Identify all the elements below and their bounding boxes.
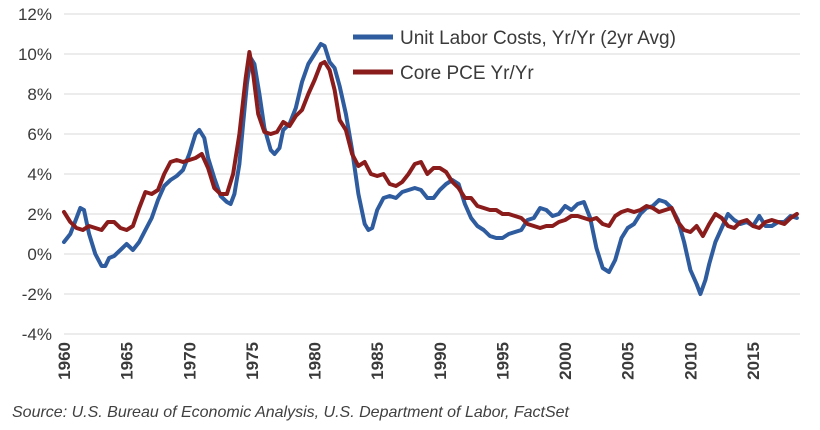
x-tick-label: 1975 bbox=[243, 342, 262, 380]
x-axis: 1960 1965 1970 1975 1980 1985 1990 1995 2000 2005… bbox=[55, 342, 763, 380]
source-note: Source: U.S. Bureau of Economic Analysis… bbox=[12, 404, 569, 421]
y-tick-label: 6% bbox=[27, 125, 52, 144]
x-tick-label: 1985 bbox=[368, 342, 387, 380]
series-line-core-pce bbox=[62, 50, 799, 238]
x-tick-label: 1995 bbox=[493, 342, 512, 380]
x-tick-label: 2010 bbox=[681, 342, 700, 380]
y-tick-label: 10% bbox=[18, 45, 52, 64]
x-tick-label: 1990 bbox=[431, 342, 450, 380]
x-tick-label: 2005 bbox=[619, 342, 638, 380]
x-tick-label: 1960 bbox=[55, 342, 74, 380]
legend-label-core-pce: Core PCE Yr/Yr bbox=[400, 63, 534, 84]
line-chart: 12%10%8%6%4%2%0%-2%-4% 1960 1965 1970 1975 1… bbox=[18, 5, 800, 380]
y-axis: 12% 10% 8% 6% 4% 2% 0% -2% -4% bbox=[18, 5, 52, 344]
y-tick-label: 2% bbox=[27, 205, 52, 224]
y-tick-label: 12% bbox=[18, 5, 52, 24]
y-tick-label: 4% bbox=[27, 165, 52, 184]
x-tick-label: 2000 bbox=[556, 342, 575, 380]
legend-label-unit-labor-costs: Unit Labor Costs, Yr/Yr (2yr Avg) bbox=[400, 28, 676, 49]
x-tick-label: 2015 bbox=[744, 342, 763, 380]
x-tick-label: 1980 bbox=[306, 342, 325, 380]
gridlines bbox=[64, 13, 800, 335]
y-tick-label: -4% bbox=[22, 325, 52, 344]
series-lines bbox=[62, 42, 799, 296]
y-tick-label: 0% bbox=[27, 245, 52, 264]
y-tick-label: 8% bbox=[27, 85, 52, 104]
y-tick-label: -2% bbox=[22, 285, 52, 304]
legend: Unit Labor Costs, Yr/Yr (2yr Avg) Core P… bbox=[353, 28, 676, 84]
x-tick-label: 1965 bbox=[118, 342, 137, 380]
x-tick-label: 1970 bbox=[180, 342, 199, 380]
